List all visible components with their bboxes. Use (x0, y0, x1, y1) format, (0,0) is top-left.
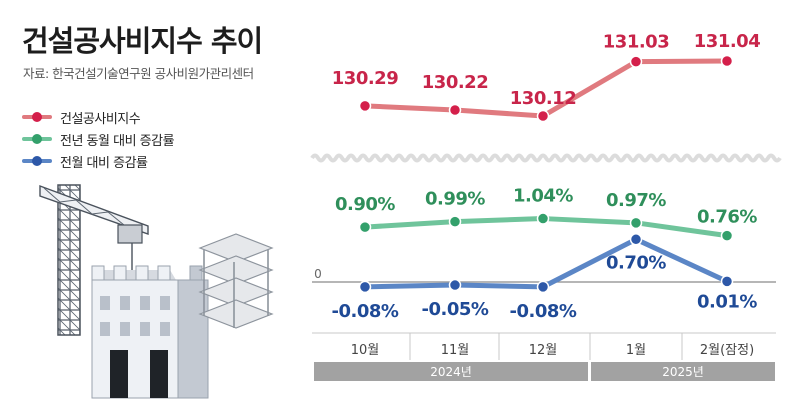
legend-dot-index (32, 112, 42, 122)
data-point-mom-3 (629, 233, 643, 246)
data-label-mom-3: 0.70% (606, 252, 666, 273)
data-point-mom-0 (358, 280, 372, 294)
year-band-0 (314, 362, 588, 381)
data-label-yoy-3: 0.97% (606, 190, 666, 211)
data-point-index-2 (536, 109, 550, 123)
data-label-yoy-4: 0.76% (697, 207, 757, 228)
zero-label: 0 (314, 267, 322, 281)
x-tick-label-3: 1월 (626, 343, 646, 358)
legend-item-yoy: 전년 동월 대비 증감률 (22, 128, 175, 150)
x-tick-label-2: 12월 (529, 343, 558, 358)
series-line-mom (362, 236, 730, 290)
legend-marker-mom (22, 154, 52, 168)
axis-break (310, 153, 782, 163)
year-band-1 (591, 362, 775, 381)
x-tick-label-4: 2월(잠정) (700, 343, 754, 358)
data-label-index-4: 131.04 (694, 31, 760, 52)
legend-marker-yoy (22, 132, 52, 146)
legend: 건설공사비지수 전년 동월 대비 증감률 전월 대비 증감률 (22, 106, 175, 172)
chart-title: 건설공사비지수 추이 (22, 24, 263, 58)
scaffold-icon (198, 233, 274, 329)
legend-item-index: 건설공사비지수 (22, 106, 174, 128)
data-label-mom-4: 0.01% (697, 291, 757, 312)
data-label-yoy-1: 0.99% (425, 189, 485, 210)
data-point-yoy-1 (448, 215, 462, 228)
data-point-mom-4 (720, 275, 734, 288)
data-label-mom-0: -0.08% (332, 301, 399, 322)
building-icon (91, 265, 209, 399)
data-point-index-1 (448, 103, 462, 117)
source-note: 자료: 한국건설기술연구원 공사비원가관리센터 (23, 66, 254, 81)
data-label-yoy-0: 0.90% (335, 194, 395, 215)
legend-label-yoy: 전년 동월 대비 증감률 (60, 133, 175, 149)
data-point-yoy-3 (629, 216, 643, 230)
data-point-mom-1 (448, 278, 462, 292)
year-label-0: 2024년 (430, 365, 472, 379)
legend-label-index: 건설공사비지수 (60, 111, 141, 127)
data-label-mom-2: -0.08% (510, 301, 577, 322)
data-label-index-3: 131.03 (603, 32, 669, 53)
legend-dot-yoy (32, 134, 42, 144)
data-point-index-3 (629, 55, 643, 68)
data-point-index-0 (358, 99, 372, 113)
legend-marker-index (22, 110, 52, 124)
data-point-mom-2 (536, 280, 550, 294)
data-label-index-0: 130.29 (332, 68, 398, 89)
year-label-1: 2025년 (662, 365, 704, 379)
data-point-index-4 (720, 54, 734, 68)
data-label-index-1: 130.22 (422, 72, 488, 93)
legend-item-mom: 전월 대비 증감률 (22, 150, 174, 172)
legend-dot-mom (32, 156, 42, 166)
data-label-mom-1: -0.05% (422, 299, 489, 320)
data-label-index-2: 130.12 (510, 88, 576, 109)
construction-illustration (39, 184, 274, 399)
x-tick-label-0: 10월 (351, 343, 380, 358)
x-tick-label-1: 11월 (441, 343, 470, 358)
data-point-yoy-2 (536, 212, 550, 225)
legend-label-mom: 전월 대비 증감률 (60, 155, 148, 171)
data-point-yoy-0 (358, 220, 372, 234)
data-point-yoy-4 (720, 229, 734, 242)
data-label-yoy-2: 1.04% (513, 186, 573, 207)
crane-icon (39, 184, 149, 336)
